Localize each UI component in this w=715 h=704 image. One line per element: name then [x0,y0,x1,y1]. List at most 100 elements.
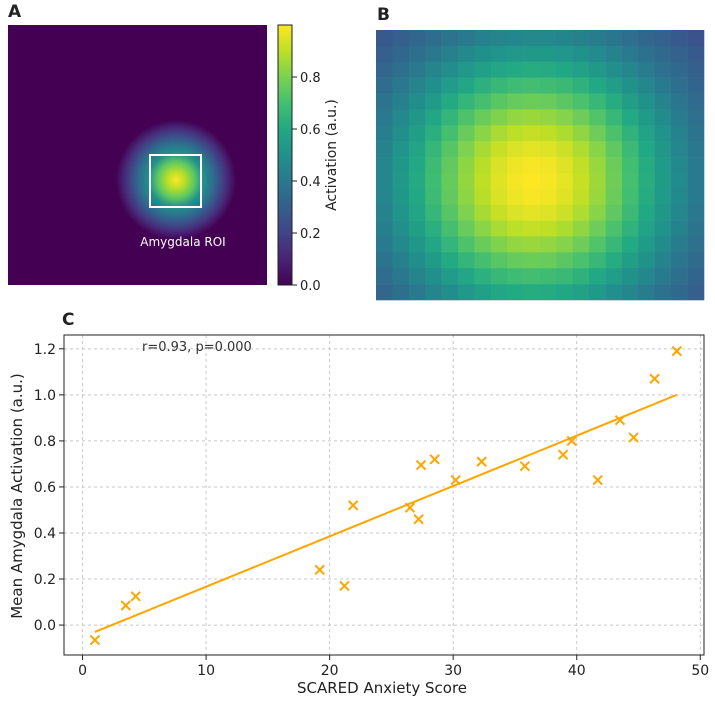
zoom-pixel [638,77,656,94]
zoom-pixel [425,204,442,221]
zoom-pixel [556,220,574,237]
zoom-pixel [425,172,442,190]
zoom-pixel [408,45,426,63]
colorbar-tick-label: 0.6 [300,123,321,138]
zoom-pixel [605,252,623,269]
zoom-pixel [507,157,524,174]
zoom-pixel [540,109,557,126]
zoom-pixel [687,157,705,174]
zoom-pixel [507,268,524,285]
zoom-pixel [572,268,590,285]
zoom-pixel [490,125,508,142]
zoom-pixel [540,252,557,269]
zoom-pixel [376,61,393,78]
zoom-pixel [376,157,393,174]
zoom-pixel [392,125,410,142]
scatter-point [339,580,350,592]
zoom-pixel [507,252,524,269]
x-tick-label: 0 [78,663,87,679]
zoom-pixel [589,45,606,63]
zoom-pixel [392,30,410,47]
zoom-pixel [523,141,541,158]
zoom-pixel [654,252,672,269]
panel-label-b: B [377,5,390,25]
zoom-pixel [556,188,574,205]
zoom-pixel [540,220,557,237]
zoom-pixel [572,172,590,190]
zoom-pixel [425,268,442,285]
zoom-pixel [408,30,426,47]
zoom-pixel [622,125,639,142]
zoom-pixel [605,30,623,47]
zoom-pixel [556,109,574,126]
zoom-pixel [638,172,656,190]
y-tick-label: 1.2 [34,342,56,358]
zoom-pixel [376,220,393,237]
zoom-pixel [638,220,656,237]
zoom-pixel [605,61,623,78]
zoom-pixel [474,61,492,78]
zoom-pixel [638,236,656,253]
zoom-pixel [622,252,639,269]
zoom-pixel [654,172,672,190]
scatter-point [566,435,578,447]
zoom-pixel [474,268,492,285]
scatter-axes [63,334,705,656]
zoom-pixel [490,188,508,205]
zoom-pixel [392,61,410,78]
zoom-pixel [408,61,426,78]
zoom-pixel [572,77,590,94]
zoom-pixel [474,45,492,63]
y-tick-label: 0.6 [34,480,56,496]
zoom-pixel [523,236,541,253]
zoom-pixel [507,45,524,63]
zoom-pixel [408,284,426,301]
zoom-pixel [605,125,623,142]
zoom-pixel [540,141,557,158]
zoom-pixel [654,220,672,237]
zoom-pixel [556,141,574,158]
zoom-pixel [425,109,442,126]
zoom-pixel [622,268,639,285]
zoom-pixel [589,93,606,110]
zoom-pixel [490,93,508,110]
zoom-pixel [671,284,688,301]
zoom-pixel [392,220,410,237]
zoom-pixel [458,236,475,253]
x-axis-label: SCARED Anxiety Score [297,679,467,697]
zoom-pixel [523,125,541,142]
zoom-pixel [441,30,459,47]
zoom-pixel [687,109,705,126]
zoom-pixel [474,188,492,205]
zoom-pixel [671,77,688,94]
zoom-pixel [654,157,672,174]
zoom-pixel [507,236,524,253]
colorbar-ticks: 0.0 0.2 0.4 0.6 0.8 [292,71,321,294]
zoom-pixel [408,125,426,142]
zoom-pixel [441,157,459,174]
zoom-pixel [540,30,557,47]
zoom-pixel [687,77,705,94]
zoom-pixel [589,236,606,253]
zoom-pixel [425,236,442,253]
scatter-point [413,513,424,525]
zoom-pixel [474,157,492,174]
zoom-pixel [605,109,623,126]
zoom-pixel [376,77,393,94]
zoom-pixel [490,220,508,237]
zoom-pixel [425,61,442,78]
zoom-pixel [687,188,705,205]
zoom-pixel [671,45,688,63]
zoom-pixel [392,93,410,110]
scatter-point [628,432,639,443]
zoom-pixel [638,157,656,174]
y-tick-label: 0.2 [34,572,56,588]
zoom-pixel [572,157,590,174]
x-tick-label: 10 [197,663,215,679]
zoom-pixel [523,172,541,190]
zoom-pixel [392,284,410,301]
scatter-gridlines [64,335,704,655]
zoom-pixel [441,77,459,94]
zoom-pixel [523,45,541,63]
zoom-pixel [376,109,393,126]
